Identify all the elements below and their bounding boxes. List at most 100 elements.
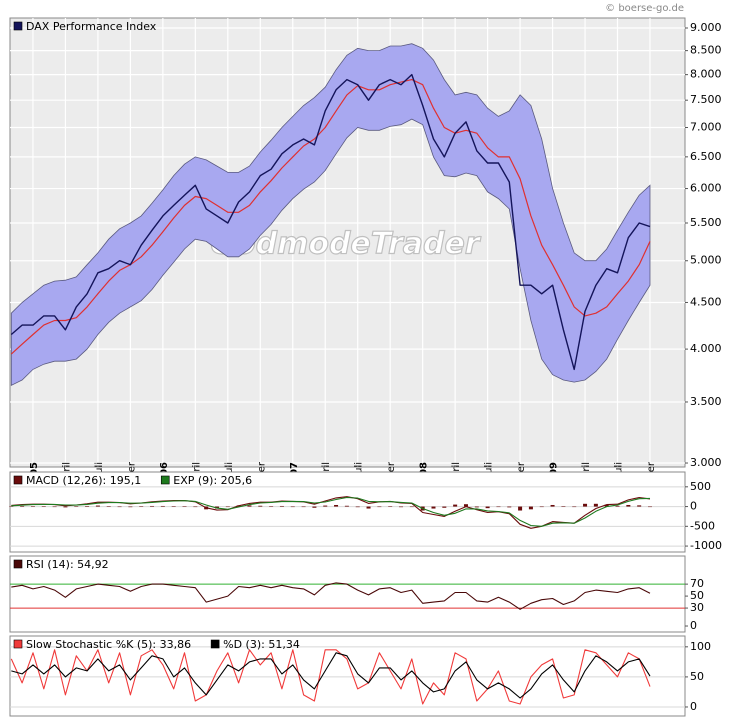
histogram-bar — [258, 505, 263, 507]
legend-label: DAX Performance Index — [26, 20, 157, 33]
histogram-bar — [388, 506, 393, 507]
y-tick-label: 4.500 — [690, 295, 722, 308]
histogram-bar — [528, 506, 533, 510]
histogram-bar — [160, 505, 165, 507]
legend-swatch — [13, 21, 23, 31]
y-tick-label: 7.000 — [690, 121, 722, 134]
histogram-bar — [561, 506, 566, 507]
moving-average — [10, 79, 651, 355]
x-tick-label: Juli — [224, 462, 235, 478]
histogram-bar — [85, 505, 90, 507]
y-tick-label: -500 — [690, 519, 715, 532]
histogram-bar — [334, 504, 339, 507]
histogram-bar — [139, 506, 144, 507]
histogram-bar — [485, 506, 490, 509]
y-tick-label: 9.000 — [690, 21, 722, 34]
y-tick-label: 4.000 — [690, 342, 722, 355]
y-tick-label: 8.500 — [690, 44, 722, 57]
histogram-bar — [453, 504, 458, 507]
y-tick-label: 0 — [690, 500, 697, 513]
histogram-bar — [74, 506, 79, 507]
histogram-bar — [63, 506, 68, 508]
series-line — [11, 652, 651, 699]
histogram-bar — [106, 506, 111, 507]
series-line — [10, 649, 651, 705]
x-tick-label: Juli — [614, 462, 625, 478]
y-tick-label: 8.000 — [690, 68, 722, 81]
histogram-bar — [269, 506, 274, 507]
histogram-bar — [572, 506, 577, 508]
histogram-bar — [474, 506, 479, 508]
histogram-bar — [355, 506, 360, 508]
y-tick-label: 5.000 — [690, 254, 722, 267]
y-tick-label: -1000 — [690, 539, 722, 552]
histogram-bar — [301, 506, 306, 508]
histogram-bar — [507, 506, 512, 508]
histogram-bar — [279, 505, 284, 507]
histogram-bar — [496, 506, 501, 508]
histogram-bar — [171, 506, 176, 507]
histogram-bar — [290, 506, 295, 508]
panel-background — [9, 555, 686, 633]
legend-label: %D (3): 51,34 — [223, 638, 300, 651]
legend-swatch — [160, 475, 170, 485]
histogram-bar — [41, 506, 46, 507]
x-tick-label: Juli — [94, 462, 105, 478]
histogram-bar — [366, 506, 371, 509]
histogram-bar — [182, 506, 187, 507]
legend-label: MACD (12,26): 195,1 — [26, 474, 141, 487]
source: © boerse-go.de — [605, 3, 684, 14]
histogram-bar — [247, 505, 252, 507]
panel-background — [9, 471, 686, 553]
histogram-bar — [20, 505, 25, 507]
histogram-bar — [399, 506, 404, 508]
y-tick-label: 0 — [690, 700, 697, 713]
y-tick-label: 7.500 — [690, 93, 722, 106]
x-tick-label: Juli — [354, 462, 365, 478]
bollinger-band — [10, 43, 651, 387]
series-line — [11, 496, 651, 527]
y-tick-label: 0 — [690, 619, 697, 632]
histogram-bar — [583, 503, 588, 507]
histogram-bar — [128, 506, 133, 508]
histogram-bar — [323, 505, 328, 507]
legend-label: RSI (14): 54,92 — [26, 558, 109, 571]
histogram-bar — [604, 504, 609, 507]
series-line — [10, 73, 651, 371]
y-tick-label: 50 — [690, 670, 704, 683]
y-tick-label: 3.500 — [690, 395, 722, 408]
y-tick-label: 6.000 — [690, 182, 722, 195]
y-tick-label: 3.000 — [690, 456, 722, 469]
histogram-bar — [9, 506, 14, 507]
panel-background — [9, 635, 686, 717]
y-tick-label: 6.500 — [690, 150, 722, 163]
histogram-bar — [637, 505, 642, 507]
histogram-bar — [193, 506, 198, 508]
legend-label: Slow Stochastic %K (5): 33,86 — [26, 638, 191, 651]
legend-swatch — [210, 639, 220, 649]
legend-swatch — [13, 475, 23, 485]
histogram-bar — [648, 506, 652, 508]
histogram-bar — [150, 505, 155, 507]
histogram-bar — [463, 504, 468, 507]
y-tick-label: 50 — [690, 589, 704, 602]
histogram-bar — [539, 506, 544, 508]
y-tick-label: 5.500 — [690, 216, 722, 229]
legend-swatch — [13, 559, 23, 569]
legend-label: EXP (9): 205,6 — [173, 474, 252, 487]
histogram-bar — [117, 506, 122, 508]
histogram-bar — [626, 504, 631, 507]
x-tick-label: Juli — [484, 462, 495, 478]
histogram-bar — [95, 505, 100, 507]
histogram-bar — [52, 506, 57, 508]
histogram-bar — [377, 506, 382, 508]
histogram-bar — [30, 506, 35, 507]
histogram-bar — [593, 503, 598, 507]
histogram-bar — [225, 506, 230, 508]
series-line — [11, 582, 651, 610]
histogram-bar — [518, 506, 523, 511]
y-tick-label: 70 — [690, 577, 704, 590]
histogram-bar — [615, 505, 620, 507]
histogram-bar — [550, 504, 555, 507]
